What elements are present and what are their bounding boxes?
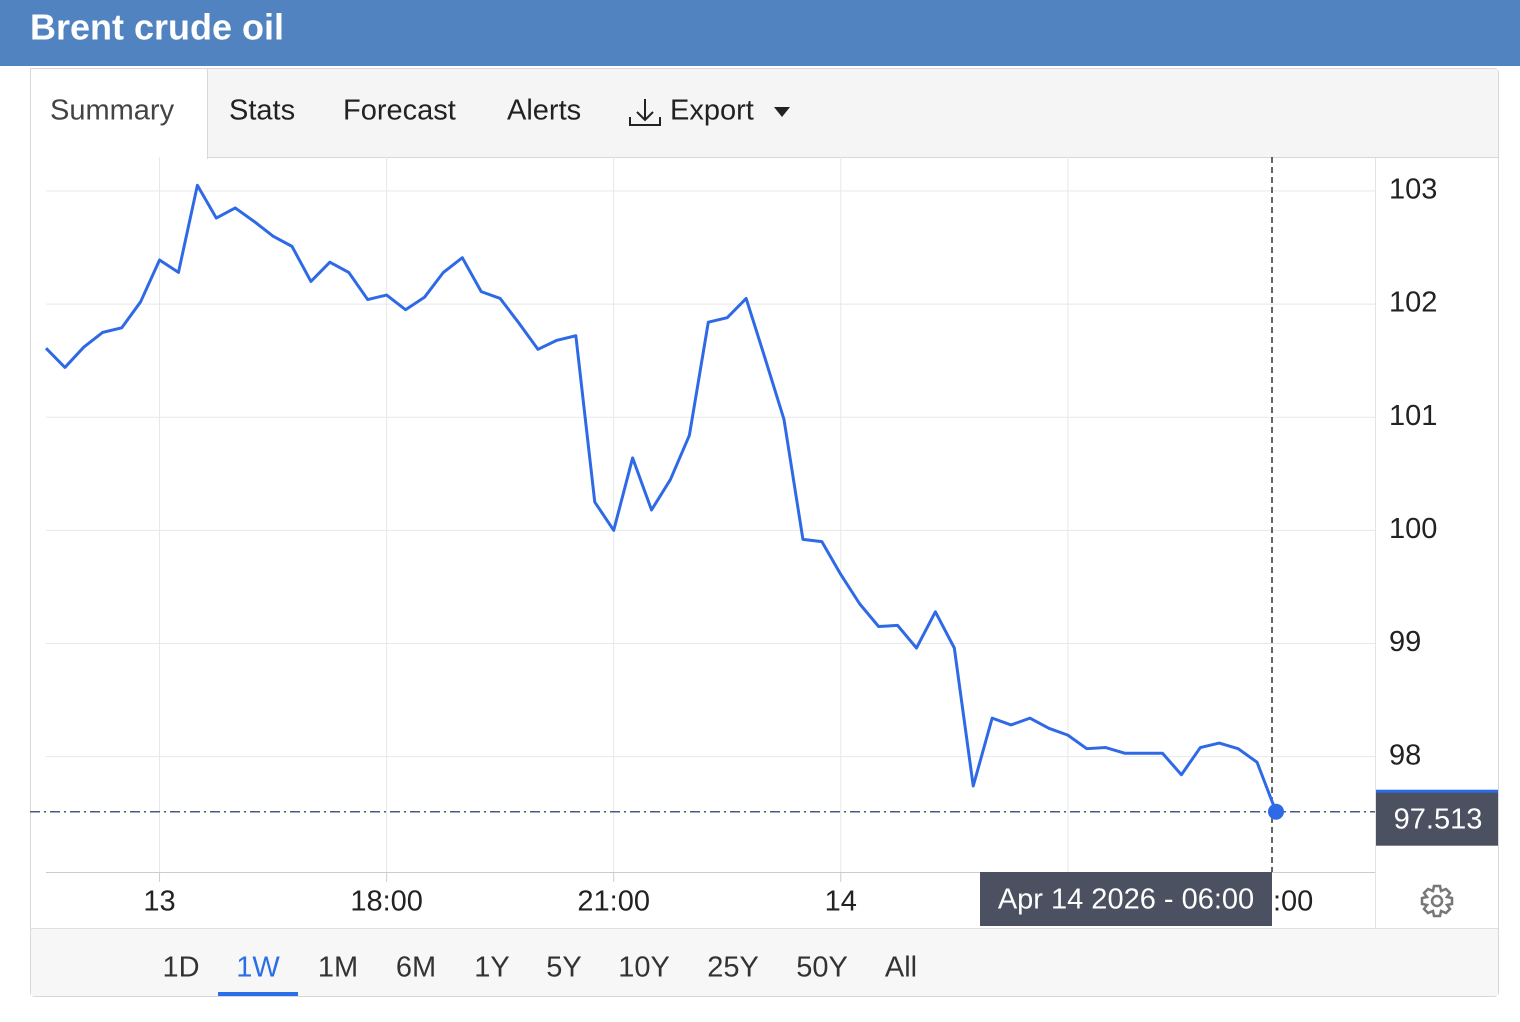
range-button[interactable]: 1W (236, 952, 280, 984)
y-tick-label: 98 (1389, 739, 1421, 771)
x-tick-label: 13 (143, 886, 175, 918)
header-title: Brent crude oil (30, 7, 284, 48)
y-tick-label: 99 (1389, 626, 1421, 658)
active-tab-gap (31, 155, 207, 160)
range-button[interactable]: 1Y (474, 952, 509, 984)
tab-bar (31, 69, 1498, 157)
y-tick-label: 101 (1389, 400, 1437, 432)
x-tick-label: 21:00 (577, 886, 650, 918)
tab[interactable]: Alerts (507, 95, 581, 127)
last-value-box (1376, 790, 1498, 846)
tooltip-label: Apr 14 2026 - 06:00 (998, 884, 1254, 916)
y-tick-label: 102 (1389, 287, 1437, 319)
tab[interactable]: Export (670, 95, 754, 127)
range-button[interactable]: 25Y (707, 952, 759, 984)
dropdown-caret (774, 107, 790, 117)
panel (30, 68, 1499, 997)
header-bar (0, 0, 1520, 66)
last-value-label: 97.513 (1394, 803, 1483, 835)
x-tick-label: :00 (1273, 886, 1313, 918)
price-line (44, 183, 1278, 813)
tab[interactable]: Stats (229, 95, 295, 127)
active-range-underline (218, 992, 298, 996)
range-button[interactable]: 1D (162, 952, 199, 984)
export-icon (629, 99, 661, 126)
y-tick-label: 103 (1389, 174, 1437, 206)
range-button[interactable]: 1M (318, 952, 358, 984)
x-tick-label: 14 (825, 886, 857, 918)
y-tick-label: 100 (1389, 513, 1437, 545)
tab[interactable]: Forecast (343, 95, 456, 127)
range-button[interactable]: 6M (396, 952, 436, 984)
range-button[interactable]: 10Y (618, 952, 670, 984)
tab[interactable]: Summary (50, 95, 175, 127)
x-tick-label: 18:00 (350, 886, 423, 918)
range-bar (31, 928, 1498, 996)
range-button[interactable]: All (885, 952, 917, 984)
tooltip-box (980, 872, 1272, 926)
range-button[interactable]: 50Y (796, 952, 848, 984)
settings-icon[interactable] (1420, 884, 1454, 918)
range-button[interactable]: 5Y (546, 952, 581, 984)
last-point (1268, 803, 1284, 820)
last-value-box-top (1376, 789, 1498, 793)
